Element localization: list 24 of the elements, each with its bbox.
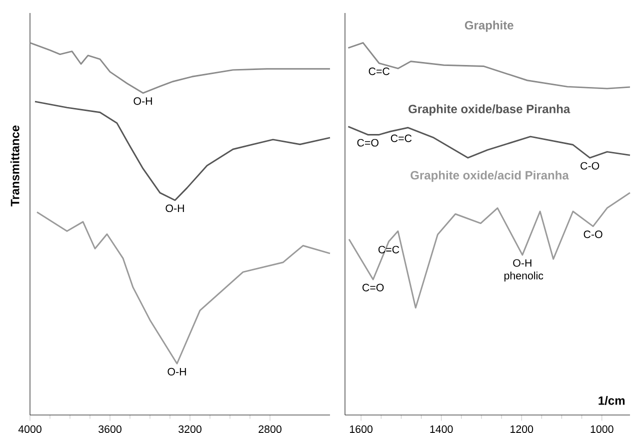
- x-tick-label: 3600: [98, 425, 122, 433]
- text: Graphite: [464, 20, 514, 32]
- x-tick-label: 2800: [258, 425, 282, 433]
- x-tick-label: 3200: [178, 425, 202, 433]
- annotation: C=C: [368, 68, 390, 76]
- x-tick-label: 1400: [430, 425, 453, 433]
- y-axis-title: Transmittance: [10, 125, 20, 206]
- annotation: O-H: [134, 97, 152, 105]
- annotation: O-H: [168, 368, 186, 376]
- annotation: C=C: [390, 134, 412, 142]
- x-tick-label: 1600: [350, 425, 372, 433]
- annotation: O-H phenolic: [504, 259, 544, 282]
- annotation: C-O: [580, 162, 600, 170]
- annotation: C=O: [357, 138, 378, 147]
- x-tick-label: 1200: [510, 425, 534, 433]
- text: Graphite oxide/acid Piranha: [410, 170, 569, 182]
- annotation: C-O: [584, 230, 602, 238]
- annotation: C=C: [378, 246, 400, 254]
- x-axis-title: 1/cm: [598, 396, 625, 405]
- series-label: Graphite oxide/base Piranha: [408, 104, 570, 116]
- annotation: O-H: [166, 204, 184, 212]
- x-tick-label: 4000: [18, 425, 42, 433]
- annotation: C=O: [362, 284, 384, 292]
- x-tick-label: 1000: [590, 425, 614, 433]
